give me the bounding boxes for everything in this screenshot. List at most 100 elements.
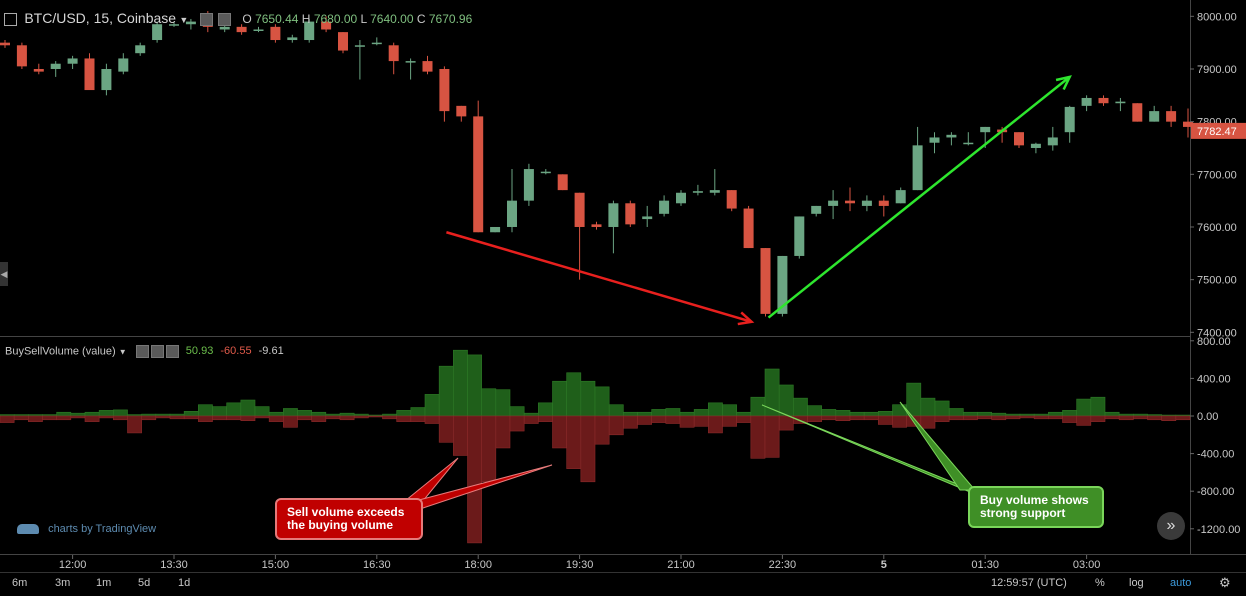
buy-volume-bar [963,411,978,417]
sell-volume-bar [410,415,426,422]
candle-body [152,24,163,41]
sell-volume-bar [325,415,341,420]
branding-text[interactable]: charts by TradingView [48,523,157,535]
timeframe-1m[interactable]: 1m [96,577,112,589]
percent-toggle[interactable]: % [1095,577,1105,589]
eye-icon[interactable] [135,345,149,358]
log-toggle[interactable]: log [1129,577,1144,589]
buy-volume-bar [424,394,440,417]
volume-tick-label: -400.00 [1197,449,1234,461]
candle-body [557,174,568,191]
candle-body [16,45,27,67]
buy-volume-bar [580,380,596,417]
clock-readout[interactable]: 12:59:57 (UTC) [991,577,1067,589]
axes: 8000.007900.007800.007700.007600.007500.… [59,11,1246,571]
sell-volume-bar [552,415,567,449]
sell-volume-bar [693,415,709,427]
high-value: 7680.00 [313,12,358,26]
buy-volume-bar [1062,410,1077,417]
sell-volume-bar [1118,415,1134,421]
candle-body [490,226,501,233]
sell-volume-bar [1048,415,1063,420]
timeframe-5d[interactable]: 5d [138,577,151,589]
sell-volume-bar [1033,415,1049,420]
settings-gear-icon[interactable]: ⚙ [1219,575,1231,590]
candle-body [338,32,348,51]
candle-body [1014,132,1024,146]
sell-volume-bar [169,415,185,420]
sell-volume-bar [467,415,482,544]
indicator-value-net: -9.61 [258,345,284,358]
auto-toggle[interactable]: auto [1170,577,1192,589]
sell-volume-bar [127,415,142,434]
collapse-left-icon[interactable]: ◀ [0,262,8,286]
symbol-title[interactable]: BTC/USD, 15, Coinbase [24,10,177,26]
price-tick-label: 7700.00 [1197,169,1237,181]
menu-icon[interactable] [4,13,17,27]
buy-volume-bar [183,410,199,417]
sell-volume-bar [98,415,114,419]
candle-body [371,42,382,45]
timeframe-6m[interactable]: 6m [12,577,28,589]
buy-volume-bar [410,407,426,417]
buy-volume-bar [906,382,922,417]
gear-icon[interactable] [150,345,164,358]
sell-volume-bar [863,415,879,421]
candle-body [625,203,636,225]
close-icon[interactable] [165,345,179,358]
chevron-down-icon[interactable]: ▼ [118,347,127,357]
sell-volume-bar [495,415,511,449]
buy-volume-bar [453,349,468,417]
price-tick-label: 8000.00 [1197,11,1237,23]
price-tick-label: 7600.00 [1197,222,1237,234]
time-tick-label: 15:00 [262,559,290,571]
candle-body [236,26,247,33]
tradingview-branding[interactable]: charts by TradingView [17,523,156,535]
buy-volume-bar [339,412,355,417]
candle-body [811,205,822,214]
gear-icon[interactable] [218,13,232,27]
sell-volume-bar [580,415,596,483]
eye-icon[interactable] [199,13,213,27]
candle-body [169,24,179,26]
candle-body [1047,137,1058,146]
red-trend-arrow-head [737,311,755,326]
buy-volume-bar [637,411,652,417]
open-label: O [242,12,252,26]
buy-volume-bar [623,411,638,417]
candle-body [1166,111,1177,122]
candle-body [591,224,602,227]
candle-body [523,169,534,201]
sell-volume-bar [1133,415,1148,420]
volume-tick-label: 800.00 [1197,336,1231,348]
candle-body [33,68,44,72]
candle-body [321,21,332,30]
time-tick-label: 16:30 [363,559,391,571]
buy-volume-bar [268,411,284,417]
candle-body [676,192,686,204]
chevron-down-icon[interactable]: ▼ [179,15,189,25]
buy-volume-bar [311,411,327,417]
buy-volume-bar [254,406,270,417]
candle-body [304,21,315,41]
candle-body [1183,121,1193,127]
buy-volume-bar [778,384,794,417]
sell-volume-bar [708,415,723,434]
timeframe-3m[interactable]: 3m [55,577,71,589]
sell-volume-bar [1104,415,1120,420]
green-trend-arrow [767,75,1072,319]
scroll-to-realtime-button[interactable]: » [1157,512,1185,540]
buy-volume-bar [750,396,766,417]
buy-volume-bar [679,411,695,417]
volume-tick-label: -800.00 [1197,486,1234,498]
candle-body [946,134,957,138]
time-tick-label: 03:00 [1073,559,1101,571]
timeframe-1d[interactable]: 1d [178,577,191,589]
indicator-title[interactable]: BuySellVolume (value) [5,345,116,358]
sell-volume-bar [297,415,312,421]
sell-volume-bar [438,415,454,443]
symbol-header[interactable]: BTC/USD, 15, Coinbase ▼ O 7650.44 H 7680… [4,10,472,27]
buy-volume-bar [920,397,936,417]
sell-volume-bar [835,415,851,421]
indicator-header[interactable]: BuySellVolume (value) ▼ 50.93 -60.55 -9.… [5,345,284,358]
